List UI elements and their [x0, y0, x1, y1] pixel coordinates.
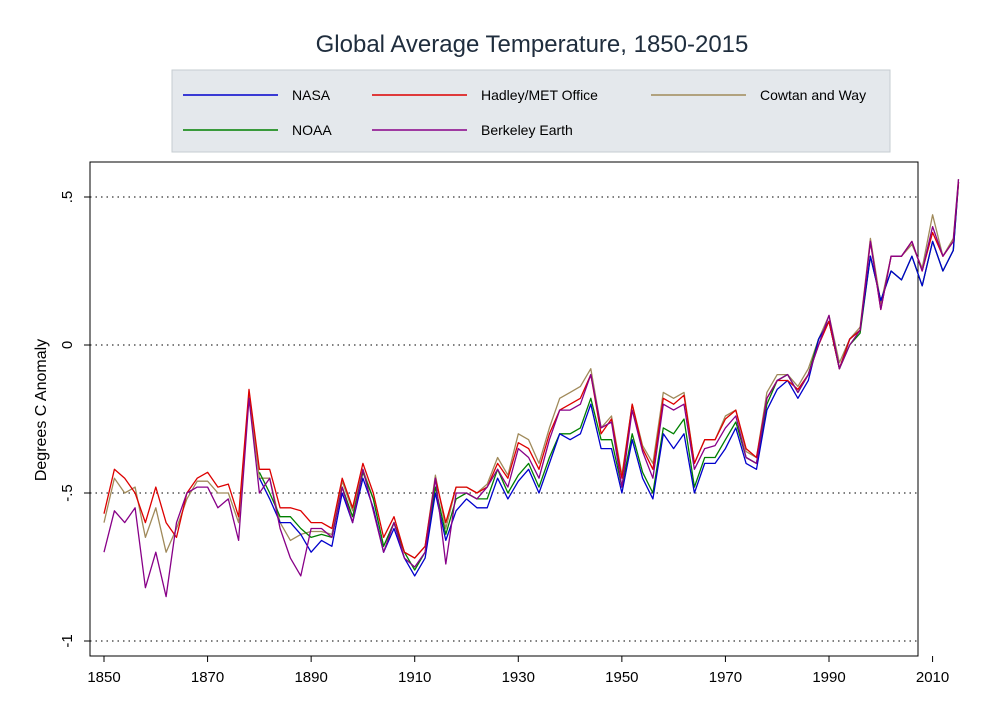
legend-item: NOAA — [183, 122, 332, 138]
series-line-hadley-met-office — [103, 182, 960, 559]
legend-box — [171, 69, 891, 153]
y-tick-label: 0 — [59, 341, 76, 349]
legend-label: NASA — [292, 87, 331, 103]
series-line-noaa — [258, 182, 960, 571]
x-tick-label: 1950 — [605, 669, 638, 686]
chart-title: Global Average Temperature, 1850-2015 — [316, 31, 749, 58]
legend-item: Cowtan and Way — [651, 87, 866, 103]
series-line-nasa — [258, 182, 960, 577]
x-tick-label: 1850 — [87, 669, 120, 686]
legend-item: Berkeley Earth — [372, 122, 573, 138]
series-line-cowtan-and-way — [103, 179, 960, 559]
legend: NASA NOAA Hadley/MET Office Berkeley Earth C… — [183, 87, 866, 138]
x-tick-label: 1930 — [502, 669, 535, 686]
legend-label: Cowtan and Way — [760, 87, 866, 103]
x-tick-label: 1910 — [398, 669, 431, 686]
x-tick-label: 1970 — [709, 669, 742, 686]
x-tick-label: 1870 — [191, 669, 224, 686]
series-line-berkeley-earth — [103, 179, 960, 598]
legend-label: Hadley/MET Office — [481, 87, 598, 103]
x-tick-label: 2010 — [916, 669, 949, 686]
y-tick-label: -.5 — [59, 484, 76, 502]
x-tick-label: 1890 — [294, 669, 327, 686]
grid — [90, 196, 918, 642]
x-tick-label: 1990 — [812, 669, 845, 686]
legend-label: Berkeley Earth — [481, 122, 573, 138]
y-tick-label: -1 — [59, 634, 76, 647]
series-lines — [103, 179, 960, 598]
plot-frame — [89, 161, 919, 657]
legend-item: NASA — [183, 87, 331, 103]
y-axis-label: Degrees C Anomaly — [33, 339, 50, 481]
x-axis: 1850 1870 1890 1910 1930 1950 1970 1990 2010 — [87, 656, 949, 686]
legend-label: NOAA — [292, 122, 332, 138]
y-tick-label: .5 — [59, 191, 76, 204]
legend-item: Hadley/MET Office — [372, 87, 598, 103]
y-axis: -1 -.5 0 .5 — [59, 191, 90, 648]
